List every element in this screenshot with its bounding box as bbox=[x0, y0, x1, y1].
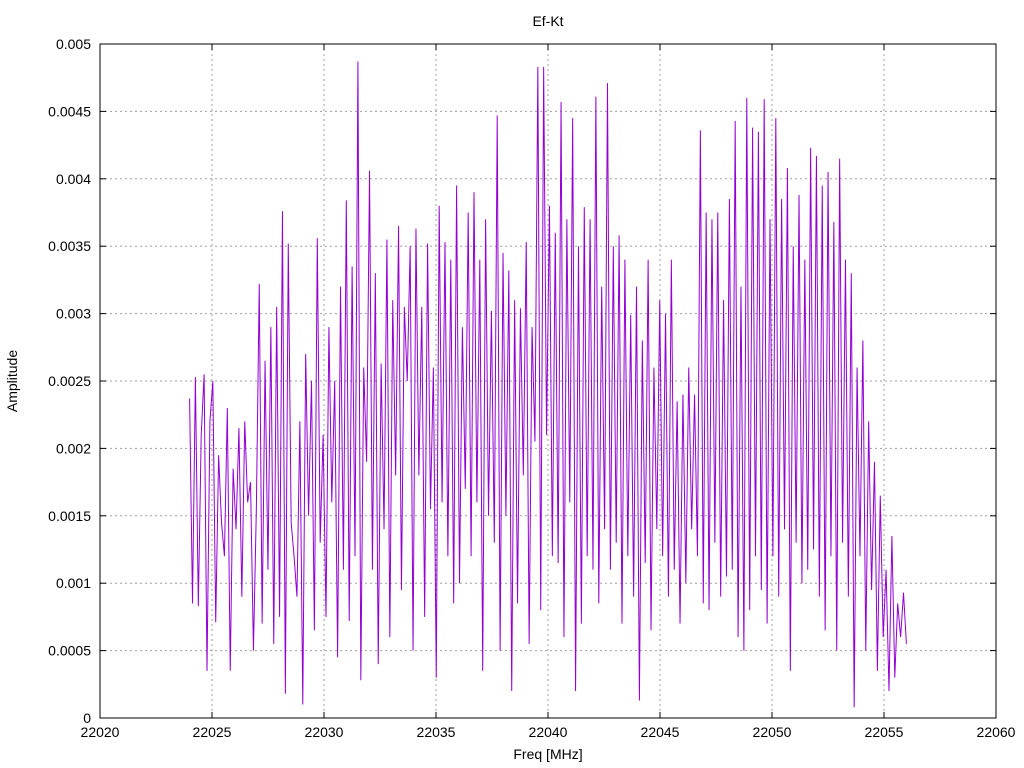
x-tick-label: 22030 bbox=[305, 724, 344, 740]
x-tick-labels: 22020 22025 22030 22035 22040 22045 22050 22055… bbox=[81, 724, 1016, 740]
chart-title: Ef-Kt bbox=[532, 13, 563, 29]
grid bbox=[100, 44, 996, 718]
y-tick-label: 0.001 bbox=[56, 575, 91, 591]
y-tick-labels: 0 0.0005 0.001 0.0015 0.002 0.0025 0.003 0.0035… bbox=[48, 36, 91, 726]
x-tick-label: 22050 bbox=[753, 724, 792, 740]
y-tick-label: 0.003 bbox=[56, 306, 91, 322]
x-tick-label: 22035 bbox=[417, 724, 456, 740]
x-tick-label: 22025 bbox=[193, 724, 232, 740]
series-line bbox=[189, 61, 907, 708]
y-tick-label: 0.002 bbox=[56, 440, 91, 456]
plot-frame bbox=[99, 43, 997, 719]
y-tick-label: 0.0015 bbox=[48, 508, 91, 524]
y-tick-label: 0.004 bbox=[56, 171, 91, 187]
y-tick-label: 0.0005 bbox=[48, 643, 91, 659]
series bbox=[189, 61, 907, 708]
x-tick-label: 22020 bbox=[81, 724, 120, 740]
x-tick-label: 22060 bbox=[977, 724, 1016, 740]
x-tick-label: 22040 bbox=[529, 724, 568, 740]
y-tick-label: 0.005 bbox=[56, 36, 91, 52]
x-tick-label: 22045 bbox=[641, 724, 680, 740]
y-tick-label: 0.0025 bbox=[48, 373, 91, 389]
y-axis-label: Amplitude bbox=[4, 350, 20, 412]
y-tick-label: 0.0035 bbox=[48, 238, 91, 254]
y-tick-label: 0 bbox=[83, 710, 91, 726]
x-axis-label: Freq [MHz] bbox=[513, 746, 582, 762]
x-tick-label: 22055 bbox=[865, 724, 904, 740]
y-tick-label: 0.0045 bbox=[48, 103, 91, 119]
